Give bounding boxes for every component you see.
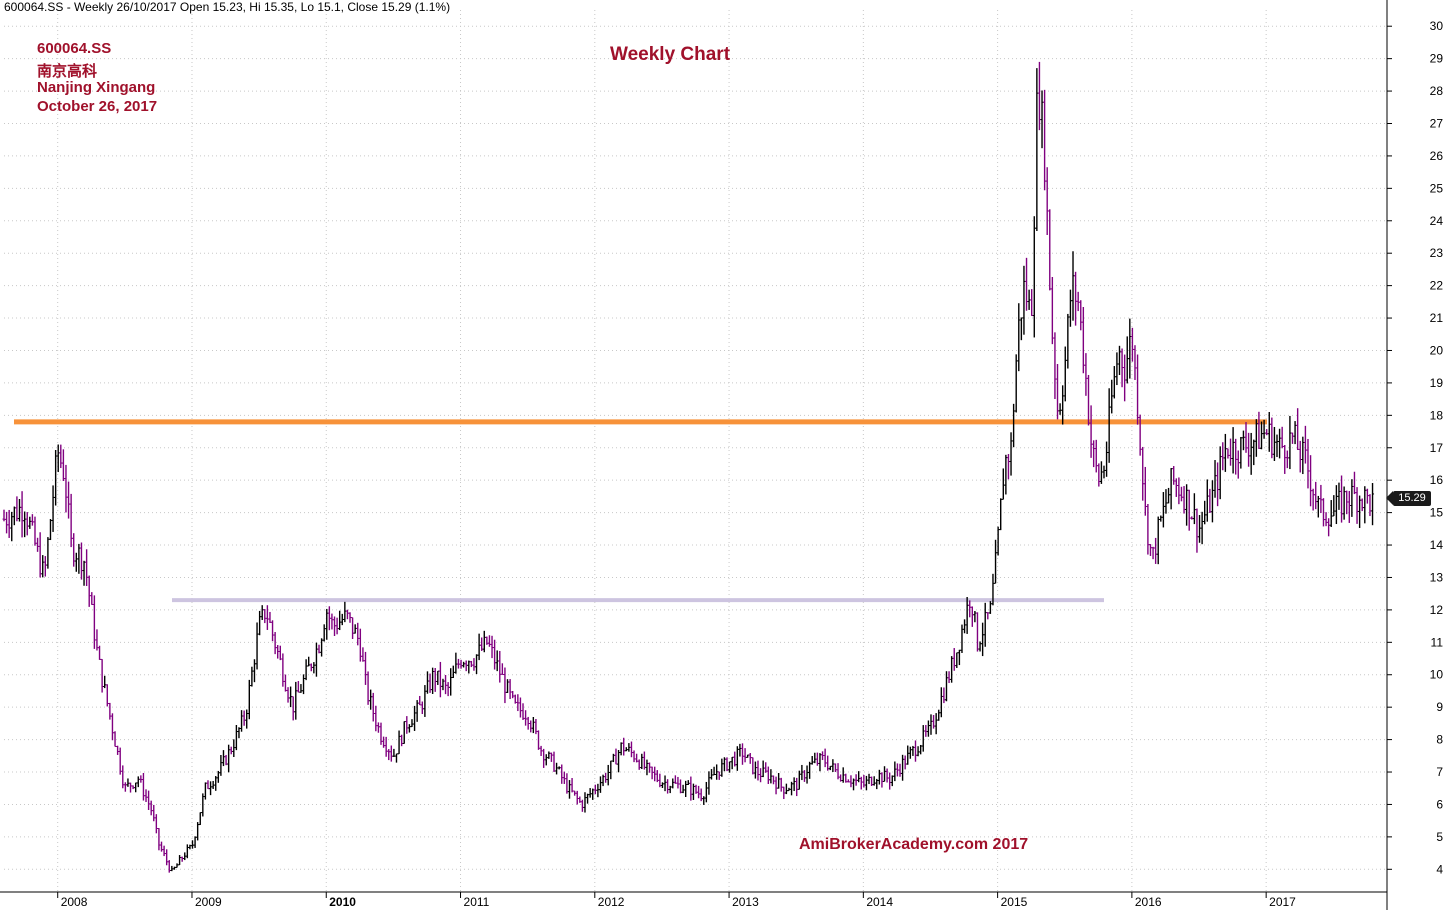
y-tick-label: 18: [1430, 408, 1444, 422]
data-point: [876, 775, 877, 776]
y-tick-label: 7: [1436, 765, 1443, 779]
y-tick-label: 29: [1430, 52, 1444, 66]
y-tick-label: 14: [1430, 538, 1444, 552]
data-point: [514, 707, 515, 708]
data-point: [319, 642, 320, 643]
chart-title: Weekly Chart: [610, 44, 731, 65]
ticker-label: 600064.SS: [37, 40, 112, 57]
data-point: [1104, 463, 1105, 464]
data-point: [1071, 285, 1072, 286]
data-point: [970, 593, 971, 594]
y-tick-label: 10: [1430, 668, 1444, 682]
y-tick-label: 20: [1430, 343, 1444, 357]
data-point: [366, 690, 367, 691]
y-tick-label: 5: [1436, 830, 1443, 844]
y-tick-label: 19: [1430, 376, 1444, 390]
y-tick-label: 21: [1430, 311, 1444, 325]
y-tick-label: 26: [1430, 149, 1444, 163]
x-tick-label: 2011: [464, 895, 490, 909]
y-tick-label: 13: [1430, 570, 1444, 584]
x-tick-label: 2014: [866, 895, 893, 909]
data-point: [24, 506, 25, 507]
data-point: [1306, 463, 1307, 464]
x-tick-label: 2017: [1269, 895, 1296, 909]
quote-header: 600064.SS - Weekly 26/10/2017 Open 15.23…: [4, 0, 451, 14]
x-tick-label: 2010: [329, 895, 356, 909]
y-tick-label: 27: [1430, 116, 1444, 130]
x-tick-label: 2016: [1135, 895, 1162, 909]
y-tick-label: 25: [1430, 181, 1444, 195]
x-tick-label: 2013: [732, 895, 759, 909]
y-tick-label: 15: [1430, 506, 1444, 520]
company-label: Nanjing Xingang: [37, 79, 156, 96]
y-tick-label: 22: [1430, 279, 1444, 293]
data-point: [171, 872, 172, 873]
data-point: [675, 784, 676, 785]
y-tick-label: 6: [1436, 797, 1443, 811]
y-tick-label: 17: [1430, 441, 1444, 455]
y-tick-label: 16: [1430, 473, 1444, 487]
watermark-text: AmiBrokerAcademy.com 2017: [799, 836, 1029, 853]
data-point: [957, 648, 958, 649]
data-point: [232, 745, 233, 746]
y-tick-label: 30: [1430, 19, 1444, 33]
x-tick-label: 2009: [195, 895, 222, 909]
y-tick-label: 11: [1431, 635, 1444, 649]
x-tick-label: 2015: [1001, 895, 1028, 909]
x-tick-label: 2008: [61, 895, 88, 909]
y-tick-label: 9: [1436, 700, 1443, 714]
y-tick-label: 23: [1430, 246, 1444, 260]
date-label: October 26, 2017: [37, 98, 158, 115]
y-tick-label: 24: [1430, 214, 1444, 228]
data-point: [97, 658, 98, 659]
data-point: [527, 713, 528, 714]
y-tick-label: 12: [1430, 603, 1444, 617]
chinese-name-label: 南京高科: [37, 63, 98, 80]
last-price-badge: 15.29: [1386, 491, 1431, 506]
y-tick-label: 4: [1436, 862, 1443, 876]
data-point: [661, 781, 662, 782]
data-point: [1031, 317, 1032, 318]
x-tick-label: 2012: [598, 895, 625, 909]
y-tick-label: 8: [1436, 733, 1443, 747]
data-point: [688, 788, 689, 789]
y-tick-label: 28: [1430, 84, 1444, 98]
data-point: [1239, 447, 1240, 448]
data-point: [1004, 463, 1005, 464]
data-point: [1151, 561, 1152, 562]
